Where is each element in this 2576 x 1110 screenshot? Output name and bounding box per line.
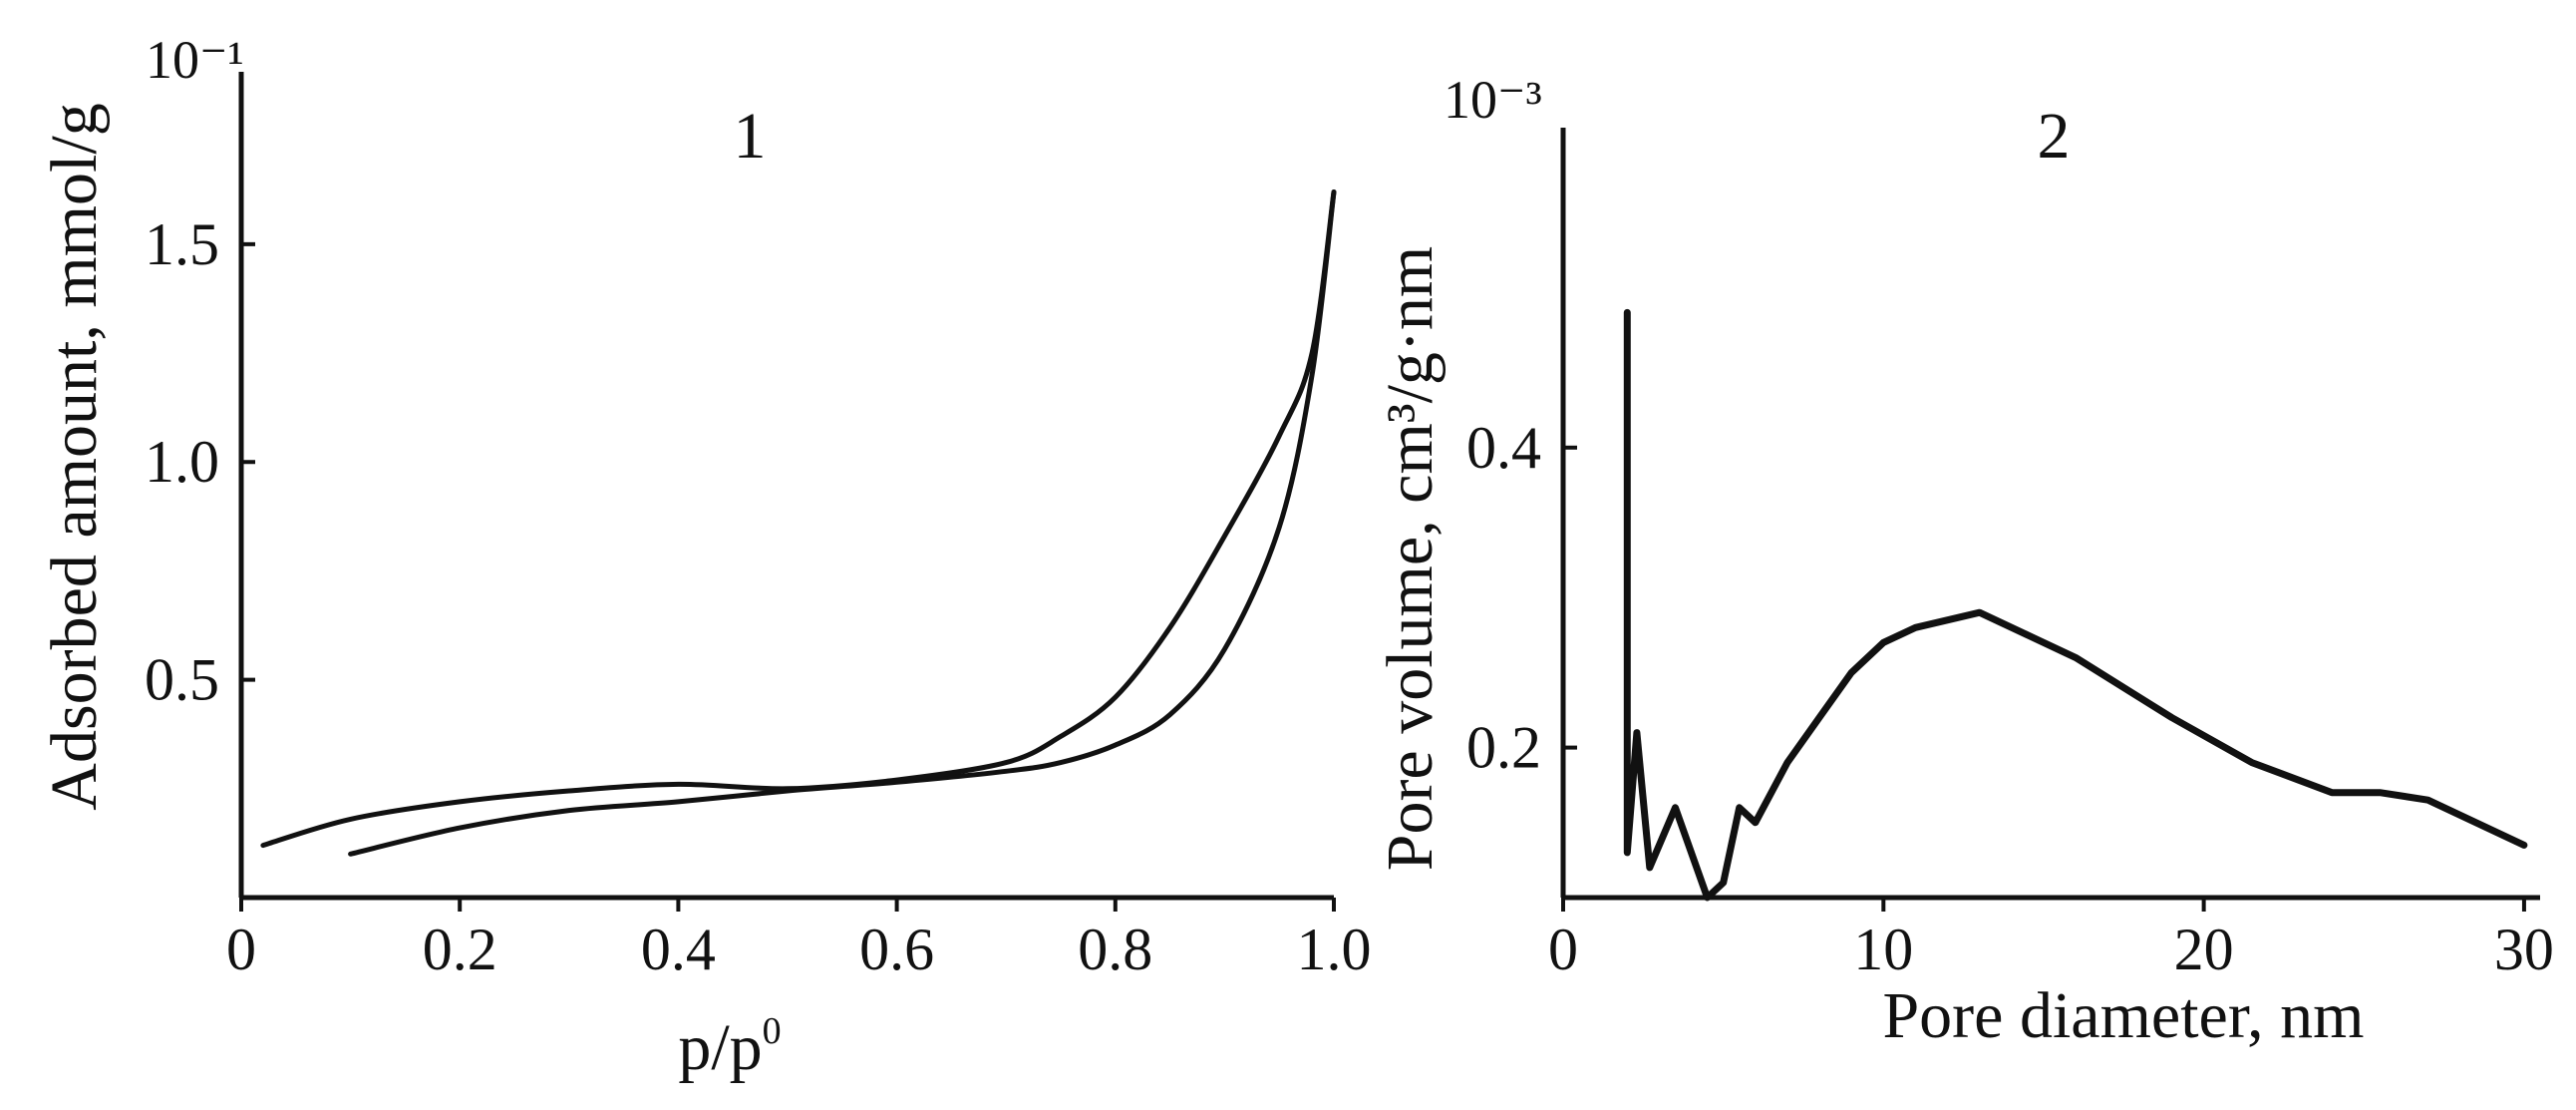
series-line xyxy=(260,189,1337,849)
x-tick-label: 0.2 xyxy=(423,917,497,982)
x-tick-label: 1.0 xyxy=(1297,917,1372,982)
panel-2-y-multiplier: 10⁻³ xyxy=(1444,70,1542,130)
x-tick-label: 0.8 xyxy=(1078,917,1152,982)
panel-1-y-axis-label: Adsorbed amount, mmol/g xyxy=(38,103,111,810)
panel-1-ticks: 0 0.2 0.4 0.6 0.8 1.0 0.5 1.0 1.5 xyxy=(145,211,1372,982)
panel-1: 1 10⁻¹ Adsorbed amount, mmol/g p/p0 0 0.2… xyxy=(38,30,1372,1084)
y-tick-label: 0.2 xyxy=(1466,715,1541,781)
x-tick-label: 0 xyxy=(1548,917,1578,982)
y-tick-label: 1.0 xyxy=(145,429,219,495)
y-tick-label: 1.5 xyxy=(145,211,219,277)
panel-2: 2 10⁻³ Pore volume, cm³/g·nm Pore diamet… xyxy=(1374,70,2554,1052)
series-line xyxy=(348,189,1337,857)
y-tick-label: 0.4 xyxy=(1466,415,1541,481)
x-tick-label: 10 xyxy=(1853,917,1913,982)
panel-1-x-axis-label: p/p0 xyxy=(678,1010,781,1084)
panel-2-y-axis-label: Pore volume, cm³/g·nm xyxy=(1374,246,1447,872)
x-tick-label: 30 xyxy=(2494,917,2554,982)
panel-2-series xyxy=(1623,308,2528,902)
panel-2-axes xyxy=(1560,128,2540,901)
panel-2-ticks: 0 10 20 30 0.2 0.4 xyxy=(1466,415,2554,982)
panel-1-axes xyxy=(238,72,1334,901)
panel-1-series xyxy=(260,189,1337,857)
x-tick-label: 0.4 xyxy=(641,917,716,982)
y-tick-label: 0.5 xyxy=(145,647,219,713)
panel-1-number: 1 xyxy=(734,100,767,173)
series-line xyxy=(1623,308,2528,902)
panel-2-x-axis-label: Pore diameter, nm xyxy=(1882,979,2364,1052)
x-tick-label: 20 xyxy=(2174,917,2234,982)
x-tick-label: 0.6 xyxy=(859,917,934,982)
panel-1-y-multiplier: 10⁻¹ xyxy=(146,30,244,90)
x-tick-label: 0 xyxy=(226,917,256,982)
panel-2-number: 2 xyxy=(2038,100,2071,173)
